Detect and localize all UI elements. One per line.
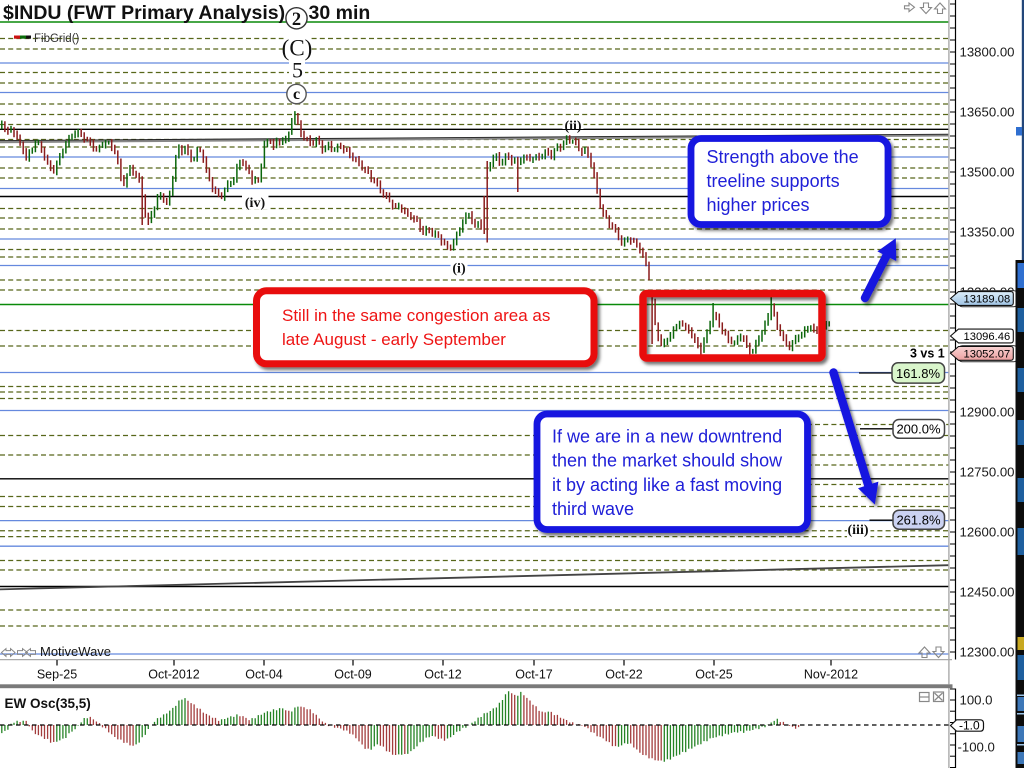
svg-text:30 min: 30 min (309, 2, 371, 24)
svg-text:Oct-04: Oct-04 (245, 668, 283, 682)
svg-text:12900.00: 12900.00 (960, 405, 1015, 420)
svg-text:Oct-17: Oct-17 (515, 668, 553, 682)
svg-text:3 vs 1: 3 vs 1 (910, 347, 945, 361)
svg-text:2: 2 (292, 10, 301, 30)
svg-text:FibGrid(): FibGrid() (34, 33, 80, 45)
svg-text:Sep-25: Sep-25 (37, 668, 77, 682)
svg-text:13189.08: 13189.08 (964, 294, 1011, 306)
svg-text:then the market should show: then the market should show (552, 451, 783, 471)
svg-text:(iv): (iv) (245, 196, 266, 211)
svg-text:Nov-2012: Nov-2012 (804, 668, 858, 682)
svg-text:Strength above the: Strength above the (707, 147, 859, 167)
svg-text:Oct-12: Oct-12 (424, 668, 462, 682)
svg-text:Oct-09: Oct-09 (334, 668, 372, 682)
svg-text:it by acting like a fast movin: it by acting like a fast moving (552, 475, 782, 495)
svg-text:-1.0: -1.0 (959, 719, 980, 733)
svg-text:5: 5 (292, 58, 303, 83)
svg-text:Oct-25: Oct-25 (695, 668, 733, 682)
svg-text:late August - early September: late August - early September (282, 330, 506, 349)
svg-text:MotiveWave: MotiveWave (40, 644, 111, 659)
svg-text:200.0%: 200.0% (896, 422, 941, 437)
svg-text:12450.00: 12450.00 (960, 585, 1015, 600)
svg-text:12600.00: 12600.00 (960, 525, 1015, 540)
svg-text:(ii): (ii) (564, 119, 581, 134)
svg-text:13500.00: 13500.00 (960, 165, 1015, 180)
svg-text:13350.00: 13350.00 (960, 225, 1015, 240)
svg-text:13052.07: 13052.07 (964, 348, 1011, 360)
svg-text:13800.00: 13800.00 (960, 45, 1015, 60)
svg-text:Oct-2012: Oct-2012 (148, 668, 199, 682)
svg-text:(C): (C) (282, 36, 313, 61)
svg-text:13096.46: 13096.46 (964, 331, 1011, 343)
svg-text:261.8%: 261.8% (896, 513, 941, 528)
svg-text:12300.00: 12300.00 (960, 645, 1015, 660)
svg-text:third wave: third wave (552, 499, 634, 519)
svg-text:13650.00: 13650.00 (960, 105, 1015, 120)
svg-text:treeline supports: treeline supports (707, 171, 840, 191)
svg-text:(i): (i) (452, 262, 466, 277)
svg-text:(iii): (iii) (848, 523, 869, 538)
svg-text:EW Osc(35,5): EW Osc(35,5) (5, 696, 91, 711)
svg-text:100.0: 100.0 (960, 693, 993, 708)
svg-text:$INDU (FWT Primary Analysis): $INDU (FWT Primary Analysis) (3, 2, 285, 24)
svg-text:-100.0: -100.0 (958, 740, 995, 755)
svg-text:higher prices: higher prices (707, 195, 810, 215)
svg-text:Still in the same congestion a: Still in the same congestion area as (282, 306, 550, 325)
svg-text:If we are in a new downtrend: If we are in a new downtrend (552, 427, 782, 447)
svg-text:Oct-22: Oct-22 (605, 668, 643, 682)
svg-text:c: c (293, 86, 300, 103)
svg-text:12750.00: 12750.00 (960, 465, 1015, 480)
svg-text:161.8%: 161.8% (896, 366, 941, 381)
